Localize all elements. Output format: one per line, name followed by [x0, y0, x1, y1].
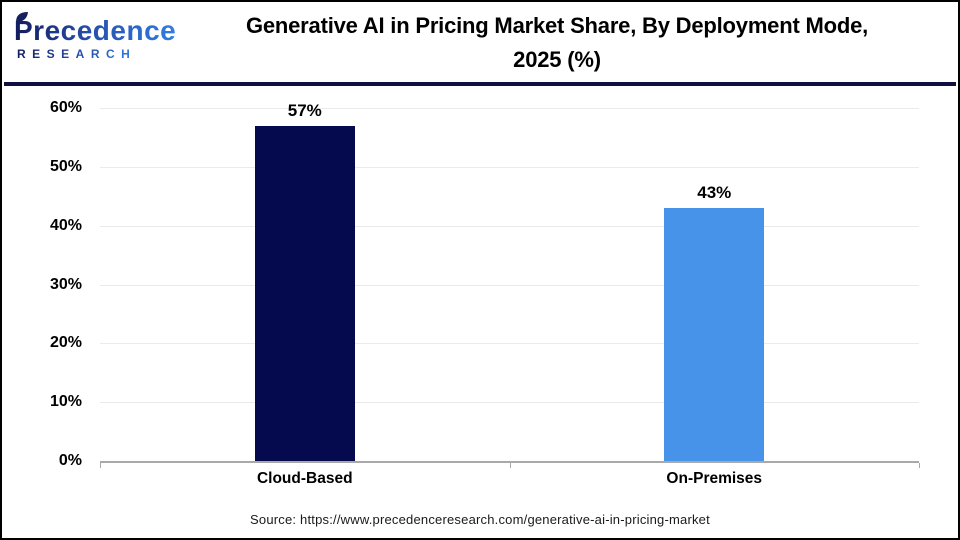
y-axis-tick-label: 30% — [49, 275, 82, 293]
y-gridline — [100, 402, 919, 404]
chart-title-line2: 2025 (%) — [513, 47, 601, 72]
bar-on-premises — [664, 208, 765, 461]
bar-value-label: 43% — [697, 183, 732, 203]
bar-value-label: 57% — [287, 100, 322, 120]
logo-wordmark: Precedence — [14, 12, 176, 46]
x-axis-tick — [919, 463, 920, 468]
logo-subname: RESEARCH — [14, 47, 136, 61]
y-gridline — [100, 225, 919, 227]
x-axis-line — [100, 461, 919, 463]
x-axis-category-label: On-Premises — [666, 470, 763, 487]
x-axis-tick — [100, 463, 101, 468]
y-axis-tick-label: 60% — [49, 99, 82, 116]
y-axis-tick-label: 20% — [49, 334, 82, 352]
bar-cloud-based — [254, 125, 355, 461]
header: Precedence RESEARCH Generative AI in Pri… — [4, 4, 956, 82]
y-axis-tick-label: 0% — [58, 452, 82, 469]
y-gridline — [100, 343, 919, 345]
source-text: Source: https://www.precedenceresearch.c… — [250, 512, 710, 527]
y-gridline — [100, 166, 919, 168]
precedence-research-logo: Precedence RESEARCH — [14, 12, 176, 61]
x-axis-tick — [509, 463, 511, 468]
y-axis-tick-label: 40% — [49, 216, 82, 234]
plot-area: 0% 10% 20% 30% 40% 50% 60% 57% Cloud-Based 43% On-… — [4, 4, 960, 540]
y-gridline — [100, 108, 919, 109]
leaf-icon — [16, 12, 28, 22]
y-gridline — [100, 284, 919, 286]
header-divider — [4, 82, 956, 86]
chart-title-line1: Generative AI in Pricing Market Share, B… — [245, 13, 869, 38]
y-axis-tick-label: 50% — [49, 157, 82, 175]
chart-title: Generative AI in Pricing Market Share, B… — [174, 9, 940, 77]
x-axis-category-label: Cloud-Based — [256, 470, 353, 487]
y-axis-tick-label: 10% — [49, 393, 82, 411]
